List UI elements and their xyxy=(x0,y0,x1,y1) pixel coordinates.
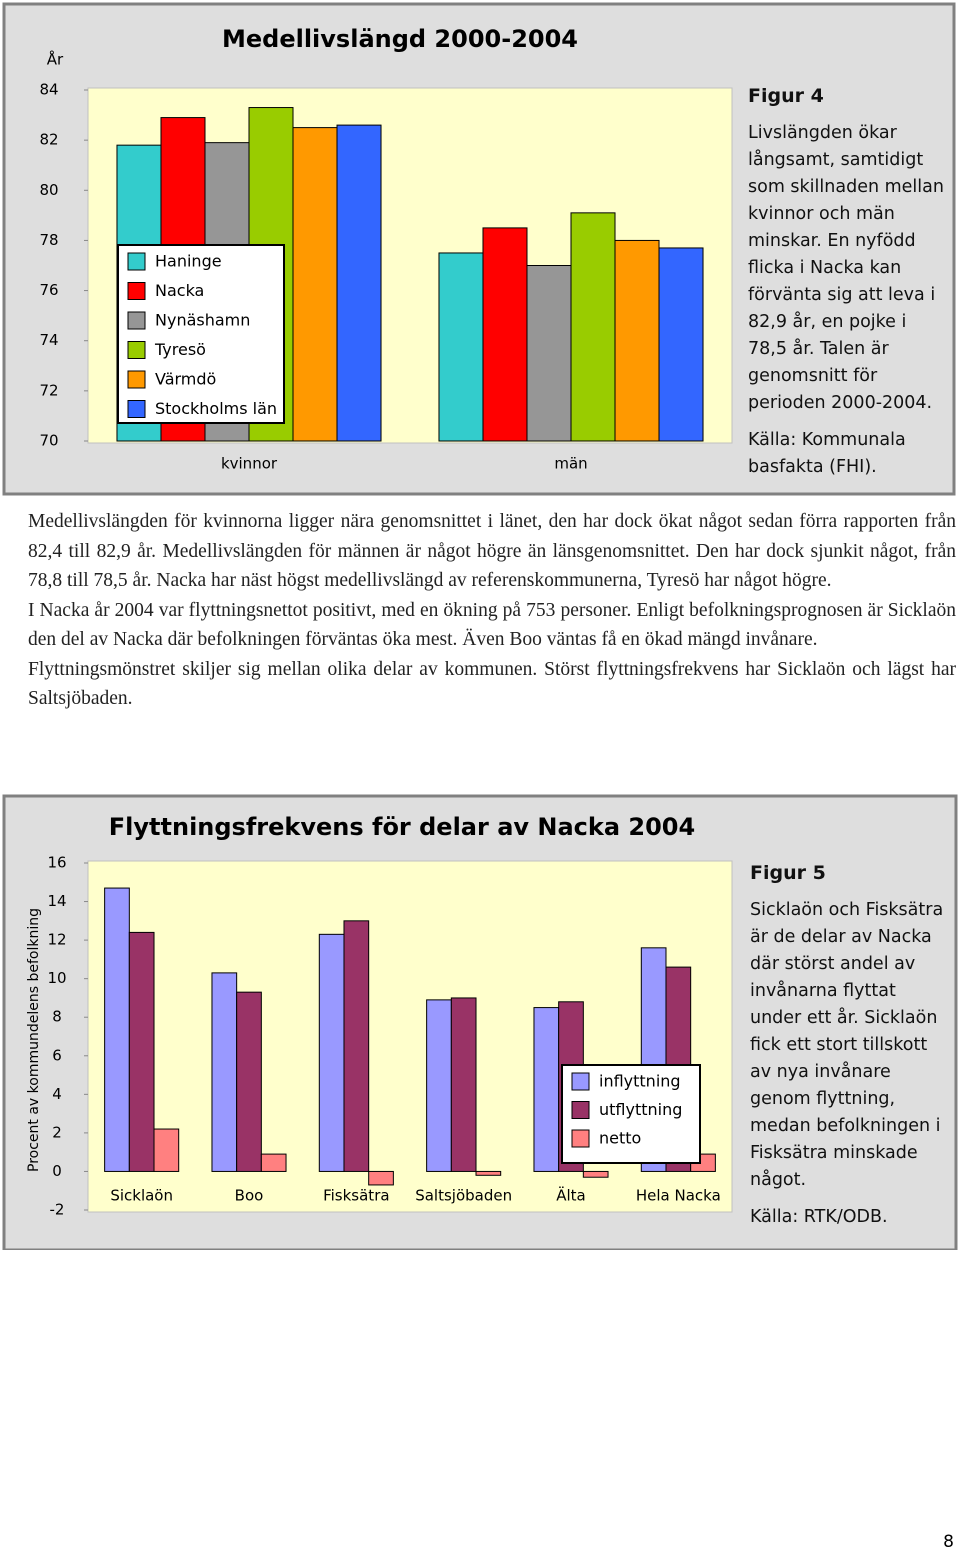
page-number: 8 xyxy=(943,1532,954,1552)
body-text: Medellivslängden för kvinnorna ligger nä… xyxy=(28,507,956,714)
figure-text: Sicklaön och Fisksätra är de delar av Na… xyxy=(750,900,944,1190)
legend-swatch xyxy=(127,252,146,271)
y-tick-label: 12 xyxy=(47,931,66,949)
bar xyxy=(343,920,370,1172)
x-tick-label: Saltsjöbaden xyxy=(415,1187,512,1205)
bar xyxy=(475,1170,502,1176)
paragraph: Medellivslängden för kvinnorna ligger nä… xyxy=(28,511,956,591)
legend-label: Tyresö xyxy=(154,340,206,359)
x-tick-label: kvinnor xyxy=(221,455,278,473)
y-tick-label: 6 xyxy=(52,1046,62,1064)
bar xyxy=(236,991,262,1172)
legend-label: netto xyxy=(599,1129,641,1148)
legend-swatch xyxy=(127,400,146,418)
y-tick-label: 76 xyxy=(39,281,58,299)
chart: Medellivslängd 2000-2004 År 70 72 74 76 78 80 82… xyxy=(2,2,956,496)
bar xyxy=(533,1007,560,1172)
figure-caption: Figur 4 Livslängden ökar långsamt, samti… xyxy=(748,83,948,481)
x-tick-label: Älta xyxy=(556,1186,586,1205)
y-tick-label: -2 xyxy=(50,1201,65,1219)
legend-label: utflyttning xyxy=(599,1100,682,1119)
bar xyxy=(614,239,660,442)
paragraph: I Nacka år 2004 var flyttningsnettot pos… xyxy=(28,599,956,651)
y-tick-label: 74 xyxy=(39,331,58,349)
x-tick-label: Hela Nacka xyxy=(636,1187,721,1205)
bar xyxy=(104,887,130,1172)
figure-text: Livslängden ökar långsamt, samtidigt som… xyxy=(748,123,944,413)
legend-label: inflyttning xyxy=(599,1072,681,1091)
legend-swatch xyxy=(127,370,146,389)
legend-label: Haninge xyxy=(155,252,222,271)
legend-swatch xyxy=(127,311,146,330)
legend-label: Nynäshamn xyxy=(155,311,250,330)
figure-caption: Figur 5 Sicklaön och Fisksätra är de del… xyxy=(750,860,950,1231)
paragraph: Flyttningsmönstret skiljer sig mellan ol… xyxy=(28,658,956,710)
bar xyxy=(482,227,528,442)
y-tick-label: 2 xyxy=(52,1123,62,1141)
bar xyxy=(292,127,338,442)
figure-label: Figur 5 xyxy=(750,862,826,884)
x-tick-label: Fisksätra xyxy=(323,1187,389,1205)
y-tick-label: 0 xyxy=(52,1162,62,1180)
bar xyxy=(438,252,484,442)
y-tick-label: 16 xyxy=(47,854,66,872)
y-tick-label: 72 xyxy=(39,381,58,399)
y-axis-label: År xyxy=(47,50,64,69)
legend-box xyxy=(117,244,285,424)
figure-source: Källa: RTK/ODB. xyxy=(750,1207,888,1227)
y-tick-label: 78 xyxy=(39,231,58,249)
legend-swatch xyxy=(571,1129,590,1148)
bar xyxy=(582,1170,609,1178)
y-tick-label: 84 xyxy=(39,81,58,99)
legend-label: Nacka xyxy=(155,281,204,300)
y-tick-label: 14 xyxy=(47,892,66,910)
bar xyxy=(450,997,477,1172)
x-tick-label: Boo xyxy=(235,1187,264,1205)
legend-swatch xyxy=(571,1072,590,1091)
figure-label: Figur 4 xyxy=(748,85,824,107)
bar xyxy=(153,1128,180,1172)
bar xyxy=(128,931,155,1172)
y-axis-label: Procent av kommundelens befolkning xyxy=(26,908,42,1172)
bar xyxy=(318,933,345,1172)
bar xyxy=(658,247,704,442)
bar xyxy=(260,1153,287,1172)
bar xyxy=(336,124,382,442)
bar xyxy=(368,1170,394,1186)
chart-title: Medellivslängd 2000-2004 xyxy=(222,25,578,53)
y-tick-label: 4 xyxy=(52,1085,62,1103)
figure-source: Källa: Kommunala basfakta (FHI). xyxy=(748,430,906,477)
bar xyxy=(426,999,452,1172)
y-tick-label: 80 xyxy=(39,181,58,199)
legend-label: Stockholms län xyxy=(155,399,277,418)
chart-title: Flyttningsfrekvens för delar av Nacka 20… xyxy=(109,813,695,841)
legend-swatch xyxy=(127,282,146,300)
legend-label: Värmdö xyxy=(155,370,216,389)
legend-swatch xyxy=(571,1101,590,1119)
y-tick-label: 82 xyxy=(39,131,58,149)
chart: Flyttningsfrekvens för delar av Nacka 20… xyxy=(2,794,958,1250)
y-tick-label: 70 xyxy=(39,432,58,450)
x-tick-label: Sicklaön xyxy=(110,1187,173,1205)
bar xyxy=(526,265,572,442)
x-tick-label: män xyxy=(554,455,587,473)
legend-swatch xyxy=(127,341,146,359)
bar xyxy=(570,212,616,442)
y-tick-label: 10 xyxy=(47,969,66,987)
y-tick-label: 8 xyxy=(52,1008,62,1026)
bar xyxy=(211,972,238,1172)
